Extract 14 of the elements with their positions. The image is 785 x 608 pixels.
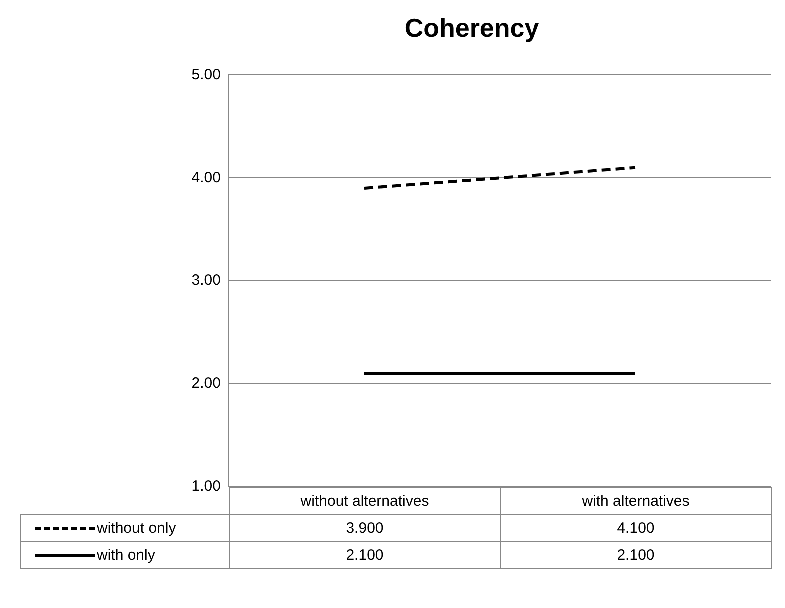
legend-label: with only [97,546,156,564]
data-label: 3.900 [229,514,501,542]
chart-title: Coherency [404,12,540,43]
data-label: 4.100 [500,514,772,542]
y-tick-label: 1.00 [192,478,221,496]
data-label: 2.100 [229,541,501,569]
y-tick-label: 5.00 [192,66,221,84]
legend-label: without only [97,520,176,536]
y-tick-label: 3.00 [192,272,221,290]
x-tick-label: without alternatives [229,487,501,515]
y-tick-label: 4.00 [192,169,221,186]
x-tick-label: with alternatives [500,487,772,515]
data-label: 2.100 [500,541,772,569]
y-tick-label: 2.00 [192,375,221,392]
